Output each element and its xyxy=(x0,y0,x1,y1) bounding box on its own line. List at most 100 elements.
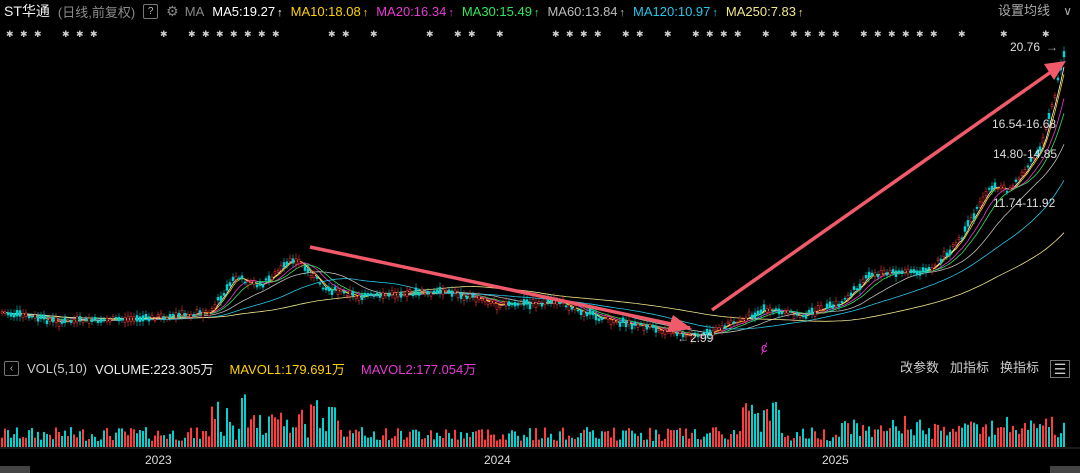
scroll-left-button[interactable] xyxy=(0,466,30,473)
menu-icon[interactable]: ☰ xyxy=(1050,360,1070,378)
event-marker[interactable]: ✱ xyxy=(874,29,882,39)
volume-bar xyxy=(451,438,453,447)
candle-body xyxy=(750,314,754,319)
volume-bar xyxy=(58,432,60,447)
event-marker[interactable]: ✱ xyxy=(496,29,504,39)
event-marker[interactable]: ✱ xyxy=(1042,29,1050,39)
event-marker[interactable]: ✱ xyxy=(426,29,434,39)
ma-settings-button[interactable]: 设置均线 xyxy=(997,3,1050,18)
event-marker[interactable]: ✱ xyxy=(790,29,798,39)
event-marker[interactable]: ✱ xyxy=(552,29,560,39)
volume-bar xyxy=(190,427,192,447)
volume-bar xyxy=(790,440,792,447)
help-button[interactable]: ? xyxy=(143,3,159,19)
event-marker[interactable]: ✱ xyxy=(818,29,826,39)
event-marker[interactable]: ✱ xyxy=(594,29,602,39)
candle-body xyxy=(885,272,889,276)
candle-body xyxy=(513,302,517,307)
event-marker[interactable]: ✱ xyxy=(664,29,672,39)
volume-bar xyxy=(313,406,315,447)
event-marker[interactable]: ✱ xyxy=(216,29,224,39)
candle-body xyxy=(615,320,619,323)
event-marker[interactable]: ✱ xyxy=(734,29,742,39)
candle-body xyxy=(1047,112,1051,119)
volume-bar xyxy=(205,431,207,447)
volume-bar xyxy=(706,433,708,447)
event-marker[interactable]: ✱ xyxy=(62,29,70,39)
event-marker[interactable]: ✱ xyxy=(860,29,868,39)
volume-bar xyxy=(871,436,873,447)
event-marker[interactable]: ✱ xyxy=(622,29,630,39)
volume-bar xyxy=(787,435,789,447)
event-marker[interactable]: ✱ xyxy=(580,29,588,39)
event-marker[interactable]: ✱ xyxy=(6,29,14,39)
event-marker[interactable]: ✱ xyxy=(958,29,966,39)
candle-body xyxy=(483,297,487,303)
switch-indicator-button[interactable]: 换指标 xyxy=(1000,360,1040,375)
chevron-down-icon[interactable]: ∨ xyxy=(1063,4,1072,18)
change-params-button[interactable]: 改参数 xyxy=(900,360,940,375)
event-marker[interactable]: ✱ xyxy=(272,29,280,39)
volume-bar xyxy=(463,438,465,447)
candle-body xyxy=(129,316,133,322)
volume-bar xyxy=(763,410,765,447)
volume-bar xyxy=(874,429,876,447)
event-marker[interactable]: ✱ xyxy=(34,29,42,39)
event-marker[interactable]: ✱ xyxy=(692,29,700,39)
event-marker[interactable]: ✱ xyxy=(76,29,84,39)
event-marker[interactable]: ✱ xyxy=(188,29,196,39)
event-marker[interactable]: ✱ xyxy=(202,29,210,39)
event-marker[interactable]: ✱ xyxy=(328,29,336,39)
volume-bar xyxy=(181,440,183,447)
candle-body xyxy=(654,327,658,333)
candle-body xyxy=(24,312,28,317)
event-marker[interactable]: ✱ xyxy=(258,29,266,39)
event-marker[interactable]: ✱ xyxy=(902,29,910,39)
volume-bar xyxy=(277,419,279,447)
event-marker[interactable]: ✱ xyxy=(342,29,350,39)
candle-body xyxy=(648,324,652,328)
volume-bar xyxy=(259,415,261,447)
volume-bar xyxy=(343,436,345,447)
add-indicator-button[interactable]: 加指标 xyxy=(950,360,990,375)
volume-bar xyxy=(904,415,906,447)
event-marker[interactable]: ✱ xyxy=(832,29,840,39)
gear-icon[interactable]: ⚙ xyxy=(166,2,179,19)
volume-bar xyxy=(745,403,747,447)
volume-bar xyxy=(754,413,756,447)
scroll-right-button[interactable] xyxy=(1050,466,1080,473)
event-marker[interactable]: ✱ xyxy=(370,29,378,39)
volume-bar xyxy=(697,438,699,447)
event-marker[interactable]: ✱ xyxy=(468,29,476,39)
candle-body xyxy=(243,281,247,284)
event-marker[interactable]: ✱ xyxy=(1000,29,1008,39)
candle-body xyxy=(294,258,298,265)
volume-bar xyxy=(538,439,540,447)
volume-bar xyxy=(1036,428,1038,447)
event-marker[interactable]: ✱ xyxy=(720,29,728,39)
event-marker[interactable]: ✱ xyxy=(762,29,770,39)
event-marker[interactable]: ✱ xyxy=(930,29,938,39)
candle-body xyxy=(411,293,415,296)
event-marker-icon[interactable]: ȼ xyxy=(761,340,768,355)
candle-body xyxy=(963,226,967,232)
event-marker[interactable]: ✱ xyxy=(160,29,168,39)
event-marker[interactable]: ✱ xyxy=(888,29,896,39)
event-marker[interactable]: ✱ xyxy=(706,29,714,39)
event-marker[interactable]: ✱ xyxy=(454,29,462,39)
volume-bar xyxy=(628,428,630,447)
ma-item-label: MA20:16.34 xyxy=(376,3,447,19)
candle-body xyxy=(342,290,346,294)
event-marker[interactable]: ✱ xyxy=(804,29,812,39)
event-marker[interactable]: ✱ xyxy=(566,29,574,39)
event-marker[interactable]: ✱ xyxy=(230,29,238,39)
candle-body xyxy=(984,190,988,196)
event-marker[interactable]: ✱ xyxy=(244,29,252,39)
candle-body xyxy=(438,286,442,294)
event-marker[interactable]: ✱ xyxy=(636,29,644,39)
event-marker[interactable]: ✱ xyxy=(916,29,924,39)
collapse-volume-icon[interactable]: ‹ xyxy=(4,360,19,376)
event-marker[interactable]: ✱ xyxy=(90,29,98,39)
event-marker[interactable]: ✱ xyxy=(20,29,28,39)
